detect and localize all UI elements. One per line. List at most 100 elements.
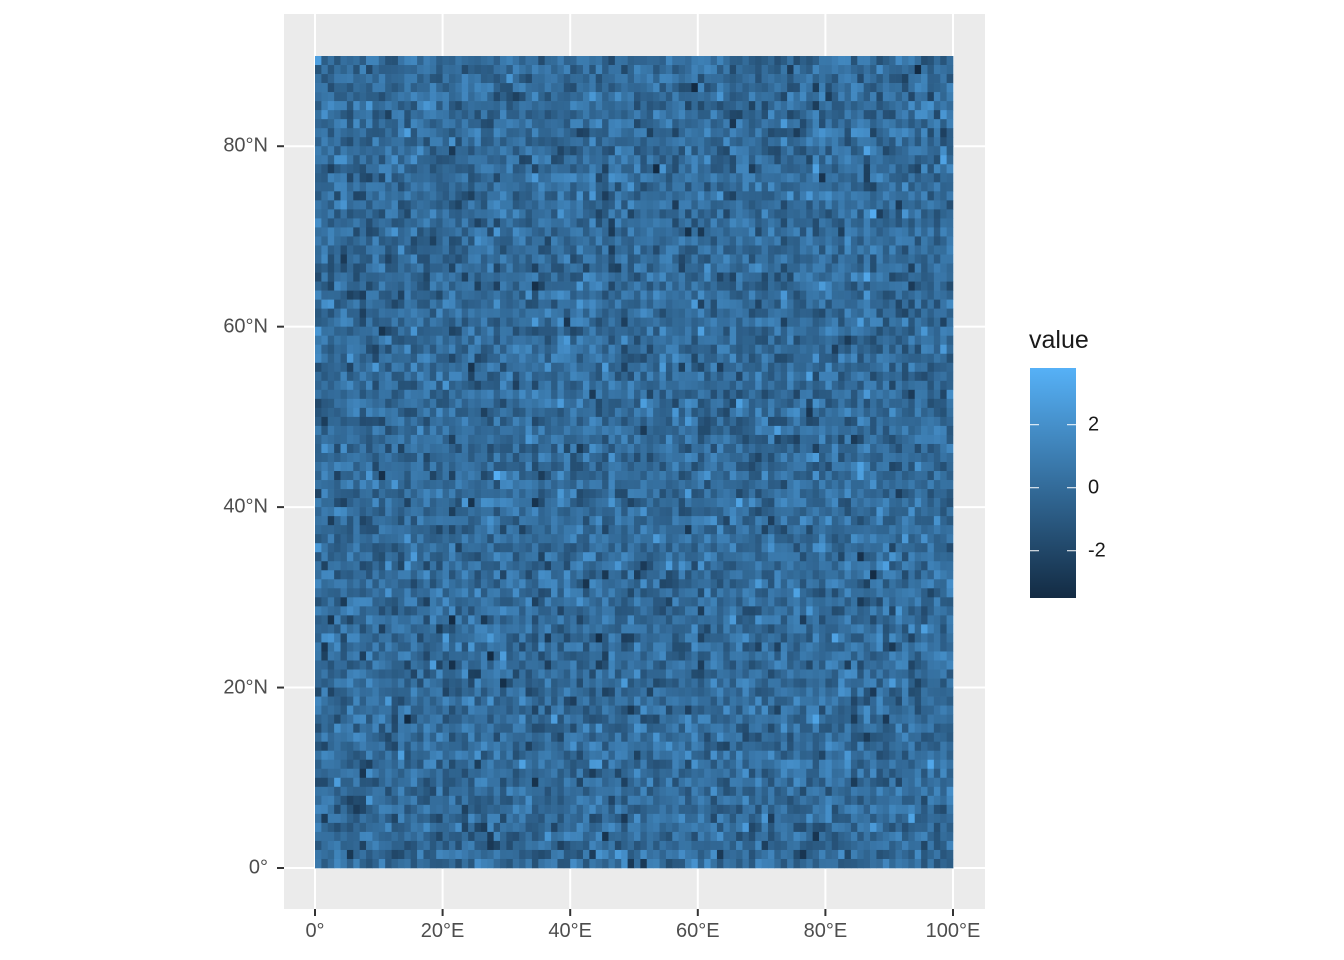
heatmap-cell	[359, 389, 367, 400]
heatmap-cell	[334, 434, 341, 445]
heatmap-cell	[366, 65, 373, 75]
heatmap-cell	[927, 362, 935, 373]
heatmap-cell	[755, 101, 762, 111]
heatmap-cell	[557, 480, 565, 490]
heatmap-cell	[940, 119, 947, 129]
heatmap-cell	[755, 182, 762, 192]
heatmap-cell	[685, 416, 692, 427]
heatmap-cell	[570, 191, 577, 201]
heatmap-cell	[519, 65, 526, 75]
heatmap-cell	[653, 155, 660, 165]
heatmap-cell	[551, 128, 558, 138]
heatmap-cell	[455, 326, 463, 337]
heatmap-cell	[582, 489, 590, 499]
heatmap-cell	[627, 254, 635, 264]
heatmap-cell	[378, 164, 386, 174]
heatmap-cell	[691, 173, 699, 183]
heatmap-cell	[436, 462, 443, 472]
heatmap-cell	[933, 65, 941, 75]
heatmap-cell	[895, 200, 903, 210]
heatmap-cell	[716, 335, 724, 346]
heatmap-cell	[538, 200, 546, 210]
heatmap-cell	[908, 344, 916, 355]
heatmap-cell	[525, 371, 533, 382]
heatmap-cell	[825, 146, 833, 156]
heatmap-cell	[448, 489, 456, 499]
heatmap-cell	[448, 317, 456, 328]
heatmap-cell	[710, 371, 718, 382]
heatmap-cell	[640, 272, 648, 282]
heatmap-cell	[767, 83, 775, 93]
heatmap-cell	[582, 101, 590, 111]
heatmap-cell	[410, 245, 418, 255]
heatmap-cell	[353, 263, 361, 273]
heatmap-cell	[723, 452, 731, 463]
heatmap-cell	[825, 236, 833, 246]
heatmap-cell	[882, 443, 890, 454]
heatmap-cell	[895, 254, 903, 264]
heatmap-cell	[602, 182, 609, 192]
heatmap-cell	[429, 119, 437, 129]
heatmap-cell	[378, 462, 386, 472]
heatmap-cell	[640, 263, 648, 273]
heatmap-cell	[659, 101, 667, 111]
heatmap-cell	[716, 110, 724, 120]
heatmap-cell	[882, 425, 890, 436]
heatmap-cell	[685, 398, 692, 409]
heatmap-cell	[410, 489, 418, 499]
heatmap-cell	[895, 362, 903, 373]
heatmap-cell	[410, 263, 418, 273]
heatmap-cell	[614, 443, 622, 454]
heatmap-cell	[870, 407, 877, 418]
heatmap-cell	[397, 56, 405, 66]
heatmap-cell	[774, 425, 782, 436]
heatmap-cell	[359, 308, 367, 318]
heatmap-cell	[391, 146, 399, 156]
heatmap-cell	[927, 389, 935, 400]
heatmap-cell	[927, 371, 935, 382]
heatmap-cell	[640, 92, 648, 102]
heatmap-cell	[468, 443, 475, 454]
heatmap-cell	[602, 164, 609, 174]
heatmap-cell	[557, 308, 565, 318]
heatmap-cell	[429, 425, 437, 436]
heatmap-cell	[685, 317, 692, 328]
heatmap-cell	[927, 462, 935, 472]
heatmap-cell	[819, 362, 826, 373]
heatmap-cell	[646, 380, 654, 391]
heatmap-cell	[627, 173, 635, 183]
heatmap-cell	[506, 173, 514, 183]
heatmap-cell	[327, 191, 335, 201]
heatmap-cell	[627, 56, 635, 66]
heatmap-cell	[595, 452, 603, 463]
heatmap-cell	[634, 218, 641, 228]
heatmap-cell	[870, 362, 877, 373]
heatmap-cell	[397, 326, 405, 337]
heatmap-cell	[672, 263, 680, 273]
heatmap-cell	[436, 227, 443, 237]
heatmap-cell	[863, 227, 871, 237]
heatmap-cell	[678, 209, 686, 219]
heatmap-cell	[895, 344, 903, 355]
heatmap-cell	[908, 218, 916, 228]
heatmap-cell	[366, 407, 373, 418]
heatmap-cell	[557, 119, 565, 129]
heatmap-cell	[850, 281, 858, 291]
heatmap-cell	[672, 443, 680, 454]
heatmap-cell	[608, 371, 616, 382]
heatmap-cell	[787, 191, 794, 201]
heatmap-cell	[385, 362, 392, 373]
heatmap-cell	[385, 200, 392, 210]
heatmap-cell	[748, 128, 756, 138]
heatmap-cell	[870, 200, 877, 210]
heatmap-cell	[423, 389, 431, 400]
heatmap-cell	[780, 353, 788, 364]
heatmap-cell	[346, 182, 354, 192]
heatmap-cell	[774, 65, 782, 75]
heatmap-cell	[385, 389, 392, 400]
heatmap-cell	[519, 498, 526, 508]
heatmap-cell	[468, 299, 475, 309]
heatmap-cell	[544, 137, 552, 147]
heatmap-cell	[850, 173, 858, 183]
heatmap-cell	[340, 254, 348, 264]
